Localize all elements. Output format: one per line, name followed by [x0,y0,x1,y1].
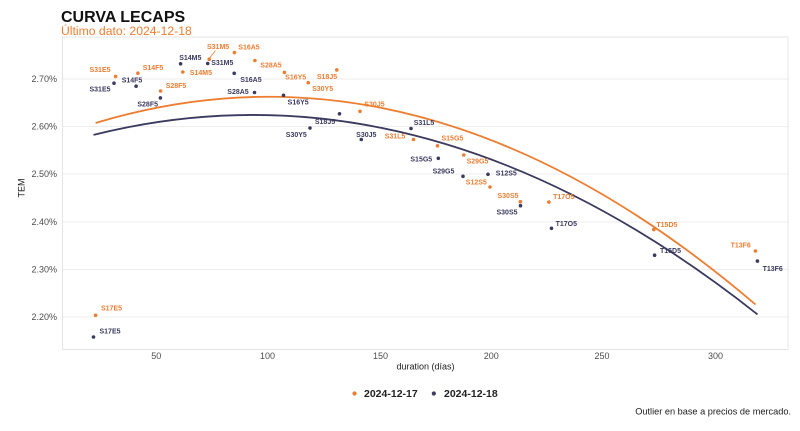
svg-text:S16Y5: S16Y5 [288,99,309,106]
svg-text:S15G5: S15G5 [410,156,432,163]
svg-text:S12S5: S12S5 [466,180,487,187]
svg-text:TEM: TEM [17,179,27,198]
svg-text:S17E5: S17E5 [101,306,122,313]
svg-text:50: 50 [151,351,161,361]
svg-text:S29G5: S29G5 [467,159,489,166]
svg-text:2024-12-17: 2024-12-17 [364,388,418,400]
svg-text:S30S5: S30S5 [496,209,517,216]
svg-text:S30S5: S30S5 [497,193,518,200]
svg-text:S31E5: S31E5 [89,86,110,93]
svg-text:300: 300 [708,351,723,361]
svg-text:CURVA LECAPS: CURVA LECAPS [61,9,185,26]
svg-text:Outlier en base a precios de m: Outlier en base a precios de mercado. [635,407,791,417]
svg-text:150: 150 [373,351,388,361]
svg-text:S14M5: S14M5 [179,55,201,62]
svg-text:2.40%: 2.40% [31,217,57,227]
svg-text:S28A5: S28A5 [227,89,249,96]
svg-text:T15D5: T15D5 [656,222,677,229]
svg-text:S28A5: S28A5 [260,63,282,70]
svg-text:S31M5: S31M5 [207,44,229,51]
svg-text:T15D5: T15D5 [660,248,681,255]
svg-text:T17O5: T17O5 [556,221,578,228]
svg-text:2.50%: 2.50% [31,169,57,179]
svg-text:S30J5: S30J5 [364,101,384,108]
svg-text:S28F5: S28F5 [166,83,187,90]
svg-text:S16A5: S16A5 [238,44,260,51]
svg-text:250: 250 [594,351,609,361]
svg-text:S30J5: S30J5 [356,132,376,139]
svg-text:S14F5: S14F5 [122,77,143,84]
svg-text:S31L5: S31L5 [385,134,406,141]
svg-text:2.60%: 2.60% [31,122,57,132]
svg-text:S16A5: S16A5 [240,77,262,84]
svg-text:S31M5: S31M5 [211,60,233,67]
svg-text:S29G5: S29G5 [433,169,455,176]
svg-text:100: 100 [260,351,275,361]
svg-text:S18J5: S18J5 [315,119,335,126]
svg-text:S18J5: S18J5 [317,74,337,81]
svg-text:S31E5: S31E5 [89,67,110,74]
svg-text:S31L5: S31L5 [414,120,435,127]
svg-text:200: 200 [484,351,499,361]
svg-text:T13F6: T13F6 [763,266,783,273]
svg-text:S12S5: S12S5 [496,170,517,177]
svg-text:S30Y5: S30Y5 [286,132,307,139]
svg-text:2.30%: 2.30% [31,265,57,275]
svg-text:duration (días): duration (días) [396,362,454,372]
svg-text:S28F5: S28F5 [137,101,158,108]
svg-text:S14F5: S14F5 [143,65,164,72]
svg-text:T13F6: T13F6 [731,242,751,249]
svg-text:2024-12-18: 2024-12-18 [444,388,498,400]
svg-text:S30Y5: S30Y5 [312,86,333,93]
svg-text:2.70%: 2.70% [31,74,57,84]
svg-text:S17E5: S17E5 [99,328,120,335]
svg-text:2.20%: 2.20% [31,312,57,322]
svg-text:S14M5: S14M5 [190,70,212,77]
svg-text:Último dato: 2024-12-18: Último dato: 2024-12-18 [61,23,192,38]
svg-text:S16Y5: S16Y5 [285,74,306,81]
svg-text:S15G5: S15G5 [442,136,464,143]
svg-text:T17O5: T17O5 [553,194,575,201]
